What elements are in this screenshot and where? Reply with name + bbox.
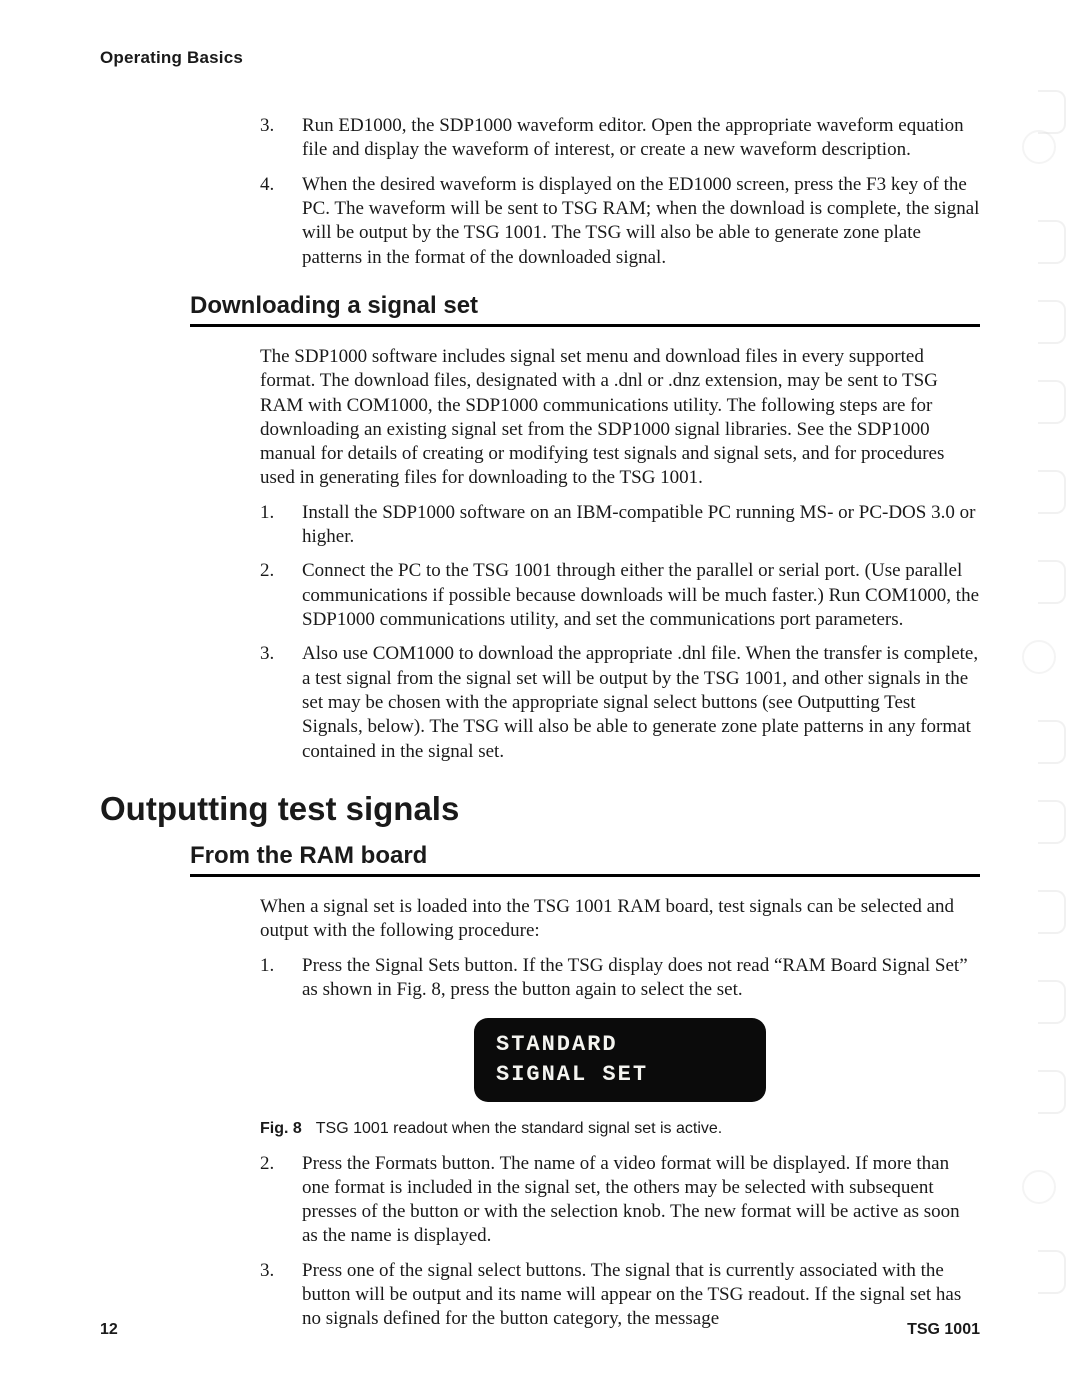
- figure-caption-text: TSG 1001 readout when the standard signa…: [316, 1120, 722, 1137]
- paragraph: The SDP1000 software includes signal set…: [260, 345, 980, 491]
- list-item: 3. Run ED1000, the SDP1000 waveform edit…: [260, 114, 980, 163]
- subsection-heading-ram-board: From the RAM board: [190, 842, 980, 877]
- list-item: 3. Also use COM1000 to download the appr…: [260, 642, 980, 764]
- step-text: Press one of the signal select buttons. …: [302, 1260, 961, 1330]
- page-footer: 12 TSG 1001: [100, 1321, 980, 1339]
- list-item: 2. Press the Formats button. The name of…: [260, 1152, 980, 1249]
- step-number: 1.: [260, 954, 290, 978]
- section-heading-outputting: Outputting test signals: [100, 790, 980, 828]
- step-number: 3.: [260, 114, 290, 138]
- list-item: 1. Press the Signal Sets button. If the …: [260, 954, 980, 1003]
- lcd-line-2: SIGNAL SET: [496, 1060, 726, 1090]
- lcd-readout: STANDARD SIGNAL SET: [474, 1018, 766, 1101]
- step-number: 2.: [260, 1152, 290, 1176]
- step-text: Press the Formats button. The name of a …: [302, 1153, 960, 1247]
- figure-label: Fig. 8: [260, 1120, 302, 1137]
- top-steps-block: 3. Run ED1000, the SDP1000 waveform edit…: [260, 114, 980, 270]
- list-item: 2. Connect the PC to the TSG 1001 throug…: [260, 559, 980, 632]
- list-item: 4. When the desired waveform is displaye…: [260, 173, 980, 270]
- step-text: Also use COM1000 to download the appropr…: [302, 643, 978, 761]
- outputting-body: When a signal set is loaded into the TSG…: [260, 895, 980, 1332]
- downloading-body: The SDP1000 software includes signal set…: [260, 345, 980, 764]
- step-text: When the desired waveform is displayed o…: [302, 174, 979, 268]
- step-number: 3.: [260, 642, 290, 666]
- step-number: 3.: [260, 1259, 290, 1283]
- step-number: 4.: [260, 173, 290, 197]
- step-number: 2.: [260, 559, 290, 583]
- step-text: Install the SDP1000 software on an IBM-c…: [302, 502, 975, 547]
- running-head: Operating Basics: [100, 48, 980, 68]
- list-item: 1. Install the SDP1000 software on an IB…: [260, 501, 980, 550]
- step-list: 3. Run ED1000, the SDP1000 waveform edit…: [260, 114, 980, 270]
- step-text: Connect the PC to the TSG 1001 through e…: [302, 560, 979, 630]
- figure-caption: Fig. 8 TSG 1001 readout when the standard…: [260, 1120, 980, 1138]
- section-heading-downloading: Downloading a signal set: [190, 292, 980, 327]
- document-page: Operating Basics 3. Run ED1000, the SDP1…: [0, 0, 1080, 1397]
- step-list: 2. Press the Formats button. The name of…: [260, 1152, 980, 1332]
- figure-8: STANDARD SIGNAL SET: [260, 1018, 980, 1101]
- page-number: 12: [100, 1321, 118, 1339]
- scan-edge-artifacts: [1020, 0, 1080, 1397]
- footer-model: TSG 1001: [907, 1321, 980, 1339]
- paragraph: When a signal set is loaded into the TSG…: [260, 895, 980, 944]
- step-text: Run ED1000, the SDP1000 waveform editor.…: [302, 115, 964, 160]
- step-list: 1. Install the SDP1000 software on an IB…: [260, 501, 980, 764]
- step-text: Press the Signal Sets button. If the TSG…: [302, 955, 968, 1000]
- step-list: 1. Press the Signal Sets button. If the …: [260, 954, 980, 1003]
- lcd-line-1: STANDARD: [496, 1030, 726, 1060]
- step-number: 1.: [260, 501, 290, 525]
